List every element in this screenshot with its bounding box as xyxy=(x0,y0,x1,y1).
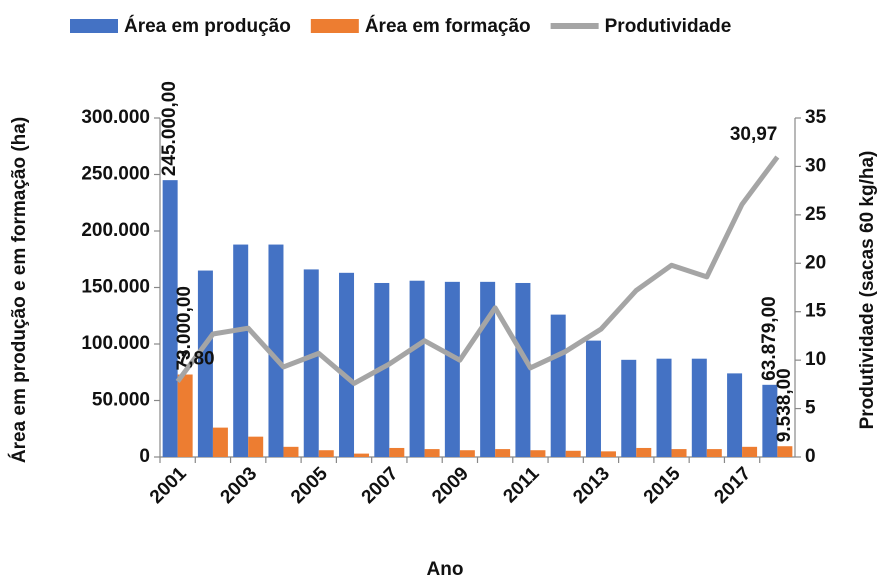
bar xyxy=(303,269,319,457)
y2-tick-label: 20 xyxy=(805,252,826,273)
legend-swatch xyxy=(310,19,359,33)
bar xyxy=(318,450,334,457)
data-label: 9.538,00 xyxy=(774,368,795,442)
y2-tick-label: 30 xyxy=(805,155,826,176)
x-tick-label: 2011 xyxy=(499,463,543,507)
y-tick-label: 0 xyxy=(139,446,150,467)
bar xyxy=(409,280,425,457)
y-tick-label: 100.000 xyxy=(81,333,150,354)
x-tick-label: 2017 xyxy=(710,463,755,508)
bar xyxy=(600,451,616,457)
y2-axis-title: Produtividade (sacas 60 kg/ha) xyxy=(857,151,878,430)
legend-swatch xyxy=(70,19,118,33)
x-tick-label: 2005 xyxy=(287,463,332,508)
data-label: 30,97 xyxy=(730,124,778,145)
bar xyxy=(354,453,370,457)
x-tick-label: 2007 xyxy=(358,463,403,508)
bar xyxy=(530,450,546,457)
y-tick-label: 300.000 xyxy=(81,107,150,128)
y2-tick-label: 0 xyxy=(805,446,816,467)
x-tick-label: 2001 xyxy=(146,463,191,508)
y-tick-label: 250.000 xyxy=(81,164,150,185)
x-tick-label: 2015 xyxy=(640,463,685,508)
bar xyxy=(248,436,264,457)
bar xyxy=(268,244,284,457)
line xyxy=(175,155,780,386)
y2-tick-label: 10 xyxy=(805,349,826,370)
y-tick-label: 150.000 xyxy=(81,277,150,298)
bar xyxy=(177,374,193,457)
bar xyxy=(515,282,531,457)
bar xyxy=(671,449,687,457)
bar xyxy=(197,270,213,457)
y2-tick-label: 15 xyxy=(805,301,827,322)
x-axis-title: Ano xyxy=(427,559,464,580)
y2-tick-label: 5 xyxy=(805,398,816,419)
bar xyxy=(727,373,743,457)
data-label: 73.000,00 xyxy=(174,286,195,371)
bar xyxy=(389,447,405,457)
x-tick-label: 2009 xyxy=(428,463,473,508)
bar xyxy=(636,447,652,457)
bar xyxy=(585,340,601,457)
bar xyxy=(777,446,793,457)
bar xyxy=(339,272,355,457)
legend-label: Área em formação xyxy=(365,15,531,37)
bar xyxy=(742,446,758,457)
bar xyxy=(565,450,581,457)
bar xyxy=(706,449,722,457)
y-axis-title: Área em produção e em formação (ha) xyxy=(8,117,30,463)
legend-label: Produtividade xyxy=(605,16,732,37)
y-tick-label: 50.000 xyxy=(92,390,150,411)
y-tick-label: 200.000 xyxy=(81,220,150,241)
data-label: 7,80 xyxy=(178,348,215,369)
bar xyxy=(283,446,299,457)
bar xyxy=(424,449,440,457)
y2-tick-label: 25 xyxy=(805,204,827,225)
bar xyxy=(212,427,228,457)
bar xyxy=(621,359,637,457)
bar xyxy=(233,244,249,457)
bar xyxy=(444,281,460,457)
bar xyxy=(459,450,475,457)
bar xyxy=(550,314,566,457)
bar xyxy=(691,358,707,457)
legend-label: Área em produção xyxy=(124,15,291,37)
y2-tick-label: 35 xyxy=(805,107,827,128)
bar xyxy=(656,358,672,457)
data-label: 245.000,00 xyxy=(159,81,180,176)
x-tick-label: 2003 xyxy=(217,463,262,508)
bar xyxy=(162,180,178,457)
x-tick-label: 2013 xyxy=(569,463,614,508)
bar xyxy=(762,384,778,457)
data-label: 63.879,00 xyxy=(759,296,780,381)
bar xyxy=(495,449,511,457)
